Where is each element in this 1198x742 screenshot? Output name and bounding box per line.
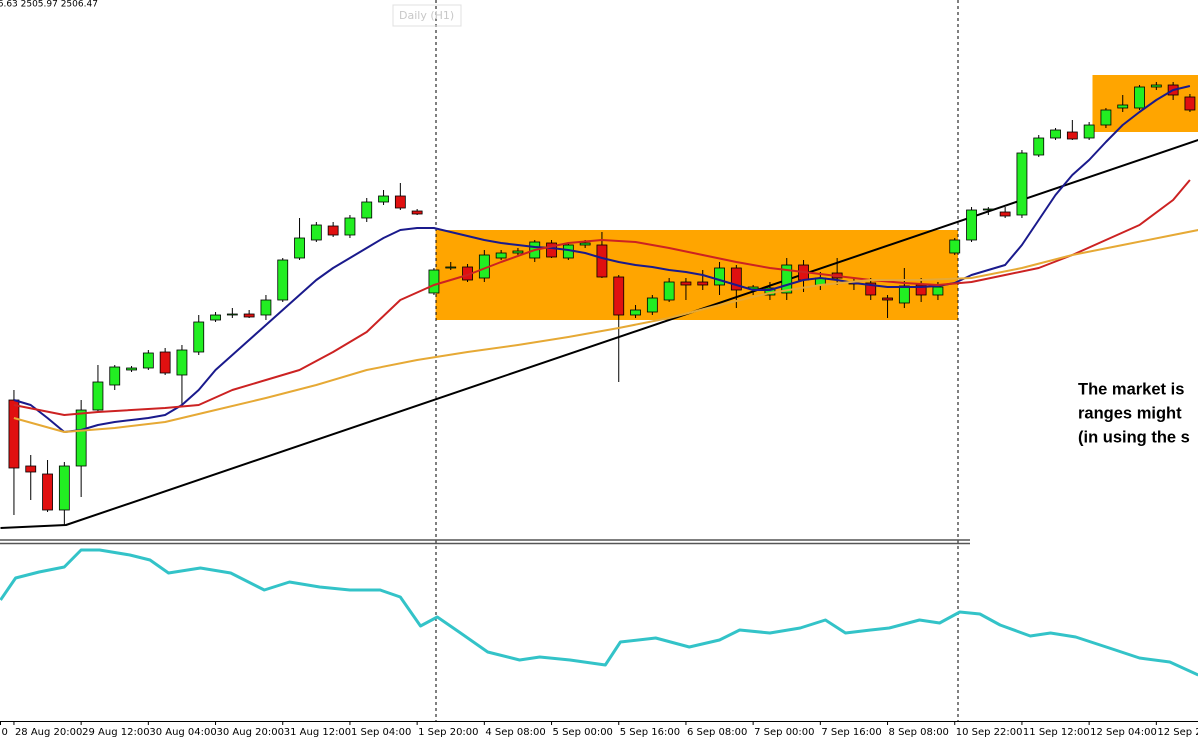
lower-panel — [0, 548, 1198, 677]
candle-body — [1150, 84, 1162, 88]
timeframe-label: Daily (H1) — [399, 9, 454, 22]
candle-body — [344, 217, 356, 236]
candle-body — [949, 239, 961, 254]
candle-body — [428, 269, 440, 294]
candle-body — [781, 264, 793, 294]
annotation: ranges might — [1078, 404, 1182, 422]
candle-body — [1033, 137, 1045, 156]
candle-body — [193, 321, 205, 353]
candle-body — [327, 225, 339, 236]
indicator-lines — [13, 85, 1198, 433]
annotation: (in using the s — [1078, 428, 1190, 446]
candle-body — [126, 367, 137, 371]
x-tick-label: 12 Sep 2 — [1157, 727, 1198, 738]
candle-body — [378, 195, 389, 203]
candle-body — [1083, 124, 1095, 139]
x-tick-label: 7 Sep 16:00 — [821, 727, 881, 738]
candle-body — [109, 366, 121, 386]
line-series — [0, 548, 1198, 677]
candle-body — [663, 281, 675, 301]
x-tick-label: 30 Aug 04:00 — [149, 727, 216, 738]
zones — [435, 75, 1198, 320]
candle-body — [932, 286, 944, 296]
trendline-layer — [0, 139, 1198, 529]
x-axis-labels: 0 28 Aug 20:00 29 Aug 12:00 30 Aug 04:00 30 … — [0, 721, 1198, 738]
x-tick-label: 31 Aug 12:00 — [284, 727, 351, 738]
candle-body — [394, 195, 406, 209]
candle-body — [512, 250, 524, 254]
candle-body — [882, 297, 893, 301]
candle-body — [982, 208, 994, 211]
candle-body — [596, 244, 608, 278]
candle-body — [310, 224, 322, 241]
candle-body — [966, 209, 977, 241]
candle-body — [159, 351, 171, 374]
range-zone — [435, 230, 959, 320]
candle-body — [75, 409, 87, 467]
x-tick-label: 1 Sep 04:00 — [351, 727, 411, 738]
candle-body — [697, 281, 709, 286]
candle-body — [361, 201, 373, 219]
x-tick-label: 4 Sep 08:00 — [485, 727, 545, 738]
candle-body — [646, 297, 658, 313]
line-series — [0, 139, 1198, 529]
candle-body — [42, 473, 53, 511]
candle-body — [546, 242, 557, 258]
candle-body — [730, 267, 742, 291]
x-tick-label: 30 Aug 20:00 — [217, 727, 284, 738]
candle-body — [411, 210, 423, 215]
x-tick-label: 29 Aug 12:00 — [82, 727, 149, 738]
line-series — [13, 229, 1198, 433]
line-series — [13, 85, 1191, 433]
x-tick-label: 5 Sep 16:00 — [620, 727, 680, 738]
candle-body — [714, 267, 725, 286]
candle-body — [999, 211, 1011, 217]
x-tick-label: 10 Sep 22:00 — [956, 727, 1023, 738]
candle-body — [445, 266, 457, 269]
candle-body — [260, 299, 272, 316]
candle-body — [210, 314, 221, 321]
candle-body — [25, 465, 37, 473]
annotation: The market is — [1078, 380, 1184, 398]
candle-body — [1066, 131, 1078, 140]
candle-body — [1050, 129, 1061, 139]
x-tick-label: 12 Sep 04:00 — [1090, 727, 1157, 738]
x-tick-label: 7 Sep 00:00 — [754, 727, 814, 738]
candle-body — [142, 352, 154, 369]
candle-body — [277, 259, 289, 301]
x-tick-label: 8 Sep 08:00 — [889, 727, 949, 738]
candle-body — [495, 252, 507, 259]
candle-body — [1100, 109, 1112, 126]
candle-body — [1117, 104, 1129, 109]
candle-body — [58, 465, 70, 511]
candle-body — [613, 276, 625, 316]
x-tick-label: 5 Sep 00:00 — [553, 727, 613, 738]
x-tick-label: 28 Aug 20:00 — [15, 727, 82, 738]
x-tick-label: 1 Sep 20:00 — [418, 727, 478, 738]
price-info: 06.63 2505.97 2506.47 — [0, 0, 98, 10]
candle-body — [1016, 152, 1028, 216]
x-tick-label: 0 — [2, 727, 8, 738]
candle-body — [92, 381, 104, 411]
candle-body — [226, 313, 238, 316]
line-series — [13, 179, 1191, 416]
candle-body — [865, 282, 877, 296]
candle-body — [630, 309, 641, 316]
candle-body — [243, 313, 255, 318]
candle-body — [898, 285, 910, 304]
x-tick-label: 6 Sep 08:00 — [687, 727, 747, 738]
candle-body — [1184, 96, 1196, 111]
x-tick-label: 11 Sep 12:00 — [1023, 727, 1090, 738]
candle-body — [579, 242, 591, 246]
candle-body — [176, 349, 188, 376]
candle-body — [1134, 86, 1145, 109]
candle-body — [8, 399, 20, 469]
timeframe-box — [392, 4, 462, 27]
candle-body — [680, 281, 692, 286]
candle-body — [294, 237, 305, 259]
